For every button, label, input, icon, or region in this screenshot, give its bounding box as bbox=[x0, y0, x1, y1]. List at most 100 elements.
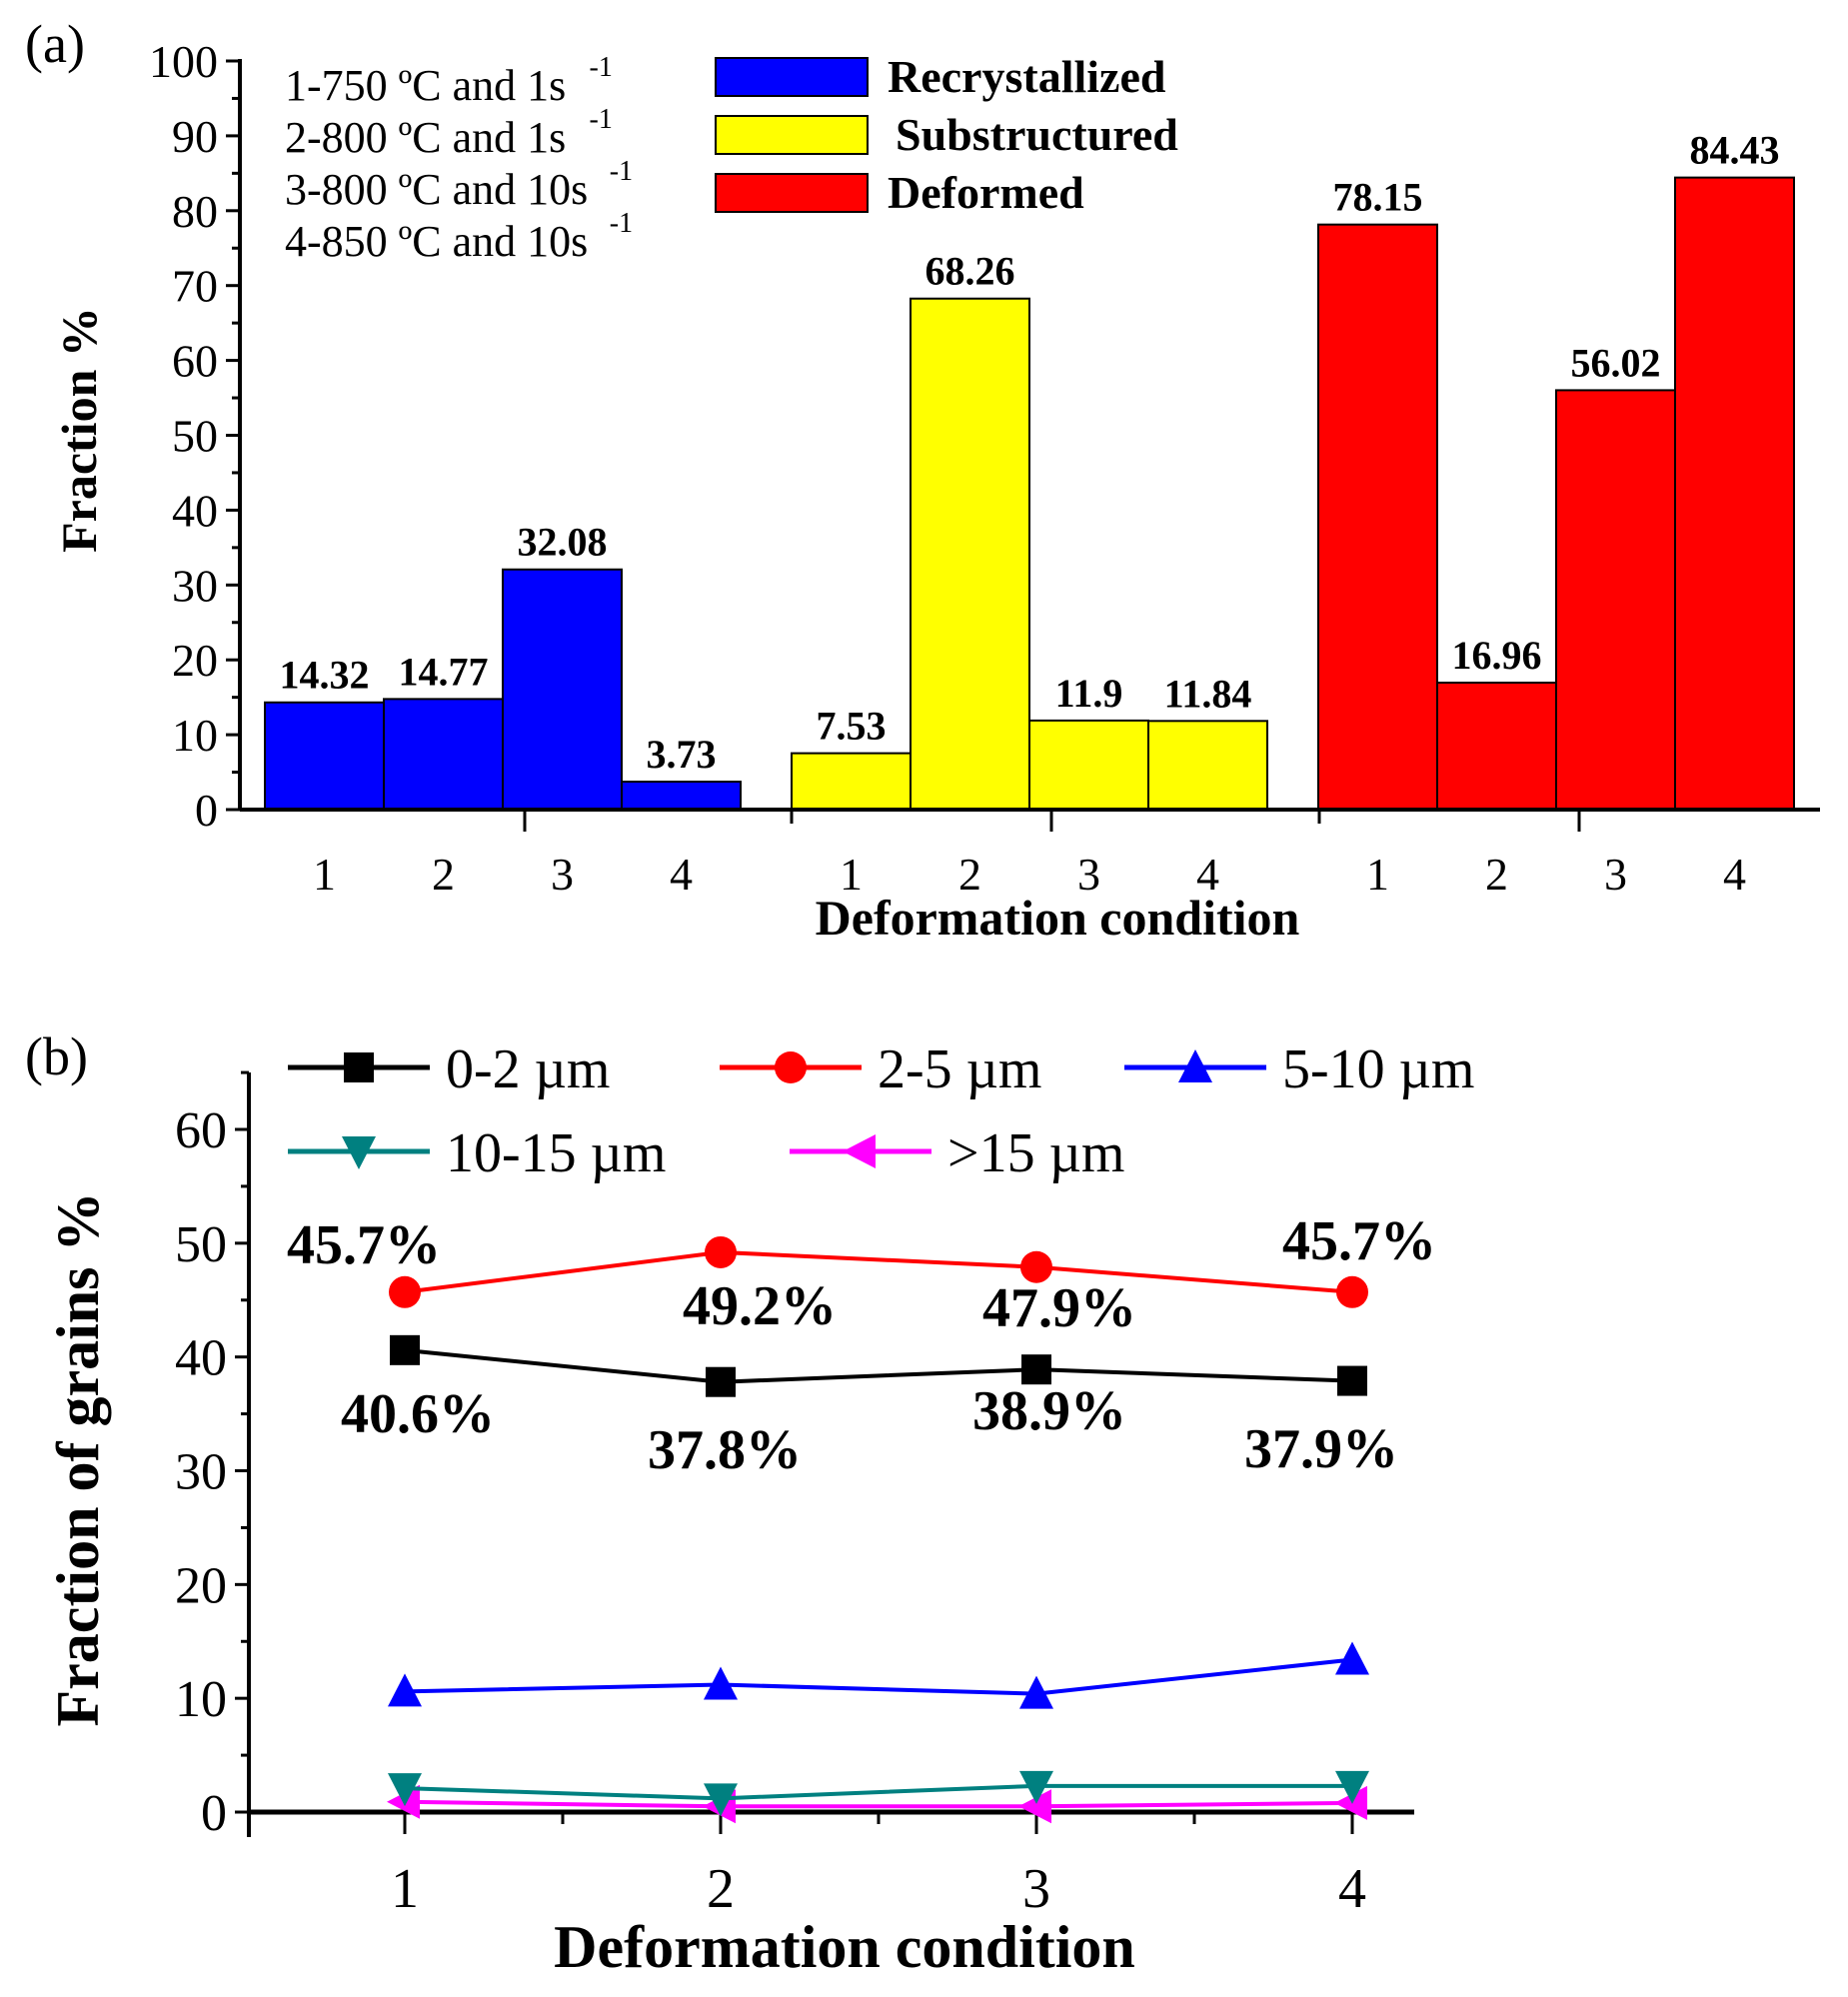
x-tick-label-a: 1 bbox=[840, 849, 863, 900]
line-series bbox=[404, 1799, 1353, 1809]
bar-substructured-4 bbox=[1147, 720, 1268, 812]
data-label-0-2: 37.8% bbox=[648, 1419, 802, 1481]
y-tick-label-a: 60 bbox=[172, 336, 218, 387]
data-label-2-5: 47.9% bbox=[982, 1277, 1136, 1339]
data-point-marker bbox=[1019, 1675, 1053, 1709]
condition-superscript: -1 bbox=[610, 156, 633, 187]
data-point-marker bbox=[706, 1366, 736, 1397]
line-series bbox=[404, 1347, 1353, 1384]
bar-value-label: 32.08 bbox=[518, 520, 608, 565]
x-tick-label-a: 4 bbox=[1196, 849, 1219, 900]
x-tick-label-a: 3 bbox=[1604, 849, 1627, 900]
legend-label: 0-2 µm bbox=[446, 1038, 610, 1100]
legend-swatch-recrystallized bbox=[715, 57, 869, 97]
x-tick-label-a: 4 bbox=[1723, 849, 1746, 900]
panel-label-b: (b) bbox=[25, 1026, 88, 1086]
legend-label: Recrystallized bbox=[888, 51, 1166, 102]
y-axis-title-a: Fraction % bbox=[51, 307, 107, 553]
y-tick-label-a: 30 bbox=[172, 560, 218, 611]
bar-value-label: 78.15 bbox=[1333, 175, 1423, 220]
data-point-marker bbox=[705, 1235, 737, 1268]
data-point-marker bbox=[1019, 1770, 1053, 1804]
x-tick-label-a: 2 bbox=[958, 849, 981, 900]
condition-label: 2-800 ºC and 1s bbox=[285, 113, 566, 162]
data-point-marker bbox=[704, 1783, 738, 1817]
x-tick-label-b: 2 bbox=[707, 1858, 735, 1920]
y-tick-label-a: 90 bbox=[172, 111, 218, 162]
x-tick-label-a: 3 bbox=[1077, 849, 1100, 900]
y-tick-label-a: 50 bbox=[172, 411, 218, 462]
y-tick-label-b: 20 bbox=[175, 1557, 227, 1614]
y-tick-label-b: 60 bbox=[175, 1102, 227, 1159]
bar-value-label: 7.53 bbox=[817, 704, 887, 749]
data-label-0-2: 37.9% bbox=[1244, 1418, 1398, 1480]
legend-label: Substructured bbox=[896, 109, 1178, 160]
x-tick-label-a: 2 bbox=[432, 849, 455, 900]
bar-substructured-3 bbox=[1028, 719, 1149, 812]
x-tick-label-a: 1 bbox=[1366, 849, 1389, 900]
y-axis-title-b: Fraction of grains % bbox=[45, 1192, 111, 1727]
x-axis-title-a: Deformation condition bbox=[816, 890, 1300, 946]
condition-superscript: -1 bbox=[610, 208, 633, 239]
bar-recrystallized-1 bbox=[264, 701, 385, 812]
line-series bbox=[404, 1249, 1353, 1294]
data-label-2-5: 45.7% bbox=[287, 1214, 441, 1276]
data-label-0-2: 38.9% bbox=[972, 1380, 1126, 1442]
x-tick-label-a: 2 bbox=[1485, 849, 1508, 900]
bar-deformed-4 bbox=[1674, 176, 1795, 811]
y-tick-label-a: 0 bbox=[195, 785, 218, 836]
data-label-2-5: 45.7% bbox=[1282, 1210, 1436, 1272]
data-point-marker bbox=[388, 1773, 422, 1807]
condition-label: 1-750 ºC and 1s bbox=[285, 61, 566, 110]
y-tick-label-a: 70 bbox=[172, 261, 218, 312]
y-tick-label-b: 0 bbox=[201, 1785, 227, 1842]
data-label-2-5: 49.2% bbox=[683, 1275, 837, 1337]
bar-recrystallized-3 bbox=[502, 568, 623, 812]
data-point-marker bbox=[704, 1666, 738, 1700]
bar-value-label: 84.43 bbox=[1690, 128, 1780, 173]
data-point-marker bbox=[1018, 1789, 1051, 1824]
legend-label: 2-5 µm bbox=[878, 1038, 1041, 1100]
x-tick-label-a: 3 bbox=[551, 849, 574, 900]
condition-superscript: -1 bbox=[590, 104, 613, 135]
x-tick-label-b: 1 bbox=[391, 1858, 419, 1920]
bar-value-label: 14.32 bbox=[280, 653, 370, 698]
bar-value-label: 56.02 bbox=[1571, 340, 1661, 385]
condition-superscript: -1 bbox=[590, 52, 613, 83]
bar-recrystallized-2 bbox=[383, 698, 504, 811]
y-tick-label-b: 40 bbox=[175, 1330, 227, 1387]
condition-label: 3-800 ºC and 10s bbox=[285, 165, 588, 214]
data-point-marker bbox=[1335, 1770, 1369, 1804]
legend-label: Deformed bbox=[888, 167, 1084, 218]
panel-label-a: (a) bbox=[25, 14, 85, 74]
legend-marker bbox=[775, 1051, 807, 1083]
legend-marker bbox=[1178, 1049, 1212, 1082]
bar-substructured-2 bbox=[910, 297, 1030, 811]
legend-label: 10-15 µm bbox=[446, 1122, 666, 1184]
data-label-0-2: 40.6% bbox=[341, 1383, 495, 1445]
data-point-marker bbox=[1021, 1354, 1051, 1385]
bar-deformed-3 bbox=[1555, 389, 1676, 811]
y-tick-label-b: 30 bbox=[175, 1444, 227, 1501]
line-series bbox=[404, 1657, 1353, 1696]
legend-marker bbox=[344, 1052, 374, 1082]
bar-deformed-2 bbox=[1436, 681, 1557, 812]
data-point-marker bbox=[1336, 1275, 1368, 1308]
bar-value-label: 11.9 bbox=[1055, 671, 1123, 716]
legend-swatch-substructured bbox=[715, 115, 869, 155]
y-tick-label-b: 50 bbox=[175, 1216, 227, 1273]
y-tick-label-a: 10 bbox=[172, 710, 218, 761]
data-point-marker bbox=[1337, 1365, 1367, 1396]
legend-marker bbox=[843, 1134, 876, 1168]
y-tick-label-a: 100 bbox=[149, 36, 218, 87]
data-point-marker bbox=[1334, 1785, 1367, 1820]
bar-value-label: 14.77 bbox=[399, 649, 489, 694]
legend-label: 5-10 µm bbox=[1282, 1038, 1474, 1100]
bar-value-label: 68.26 bbox=[925, 249, 1015, 294]
bar-deformed-1 bbox=[1317, 223, 1438, 811]
x-tick-label-b: 4 bbox=[1338, 1858, 1366, 1920]
y-tick-label-a: 80 bbox=[172, 186, 218, 237]
bar-value-label: 3.73 bbox=[647, 732, 717, 777]
data-point-marker bbox=[389, 1275, 421, 1308]
